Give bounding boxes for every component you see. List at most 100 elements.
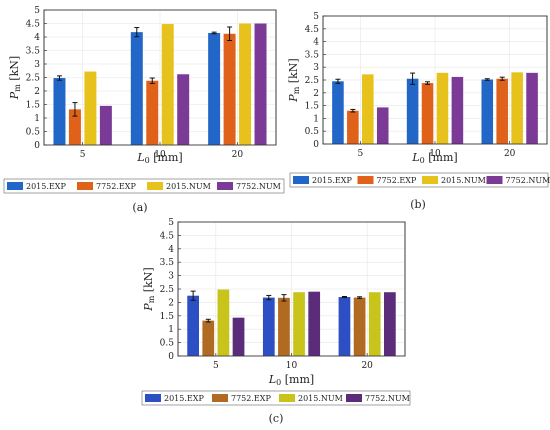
x-tick-label: 20 [504, 149, 516, 159]
legend-label: 2015.EXP [164, 394, 204, 403]
legend-swatch [145, 394, 161, 402]
bar-2015-exp [332, 81, 344, 144]
y-tick-label: 5 [34, 6, 40, 16]
x-axis-label: L0 [mm] [411, 151, 457, 165]
panel-b-chart: 0 0.5 1 1.5 2 2.5 3 3.5 4 4.5 5 5 10 20 Pm [kN] L0 [mm]… [287, 12, 550, 211]
legend-swatch [217, 182, 233, 190]
legend-label: 2015.NUM [298, 394, 343, 403]
y-tick-label: 3 [34, 60, 40, 70]
bar-7752-exp [278, 297, 290, 356]
legend-label: 7752.EXP [96, 182, 136, 191]
bar-7752-num [451, 76, 464, 144]
y-tick-label: 0 [168, 352, 174, 362]
bar-7752-exp [353, 297, 366, 356]
bar-7752-num [308, 291, 321, 356]
bar-2015-exp [53, 78, 66, 145]
y-tick-label: 4.5 [26, 20, 41, 30]
y-axis-label: Pm [kN] [142, 267, 156, 311]
bar-2015-exp [262, 297, 275, 356]
panel-caption: (c) [269, 412, 284, 425]
y-tick-label: 5 [313, 12, 319, 22]
bar-7752-num [232, 317, 245, 356]
legend-label: 7752.EXP [231, 394, 271, 403]
bar-2015-num [293, 292, 305, 356]
x-tick-label: 20 [361, 361, 373, 371]
bar-2015-num [368, 292, 381, 356]
y-tick-label: 4.5 [160, 231, 175, 241]
bar-2015-exp [338, 297, 351, 356]
y-axis-label: Pm [kN] [287, 58, 301, 102]
y-tick-label: 2.5 [305, 76, 320, 86]
bar-2015-num [217, 289, 230, 356]
bar-2015-num [362, 74, 374, 144]
y-tick-label: 2.5 [160, 285, 175, 295]
axes-frame [43, 9, 277, 146]
y-tick-label: 4 [34, 33, 40, 43]
bar-2015-exp [481, 79, 494, 144]
x-tick-label: 5 [213, 361, 219, 371]
bar-7752-num [376, 107, 389, 144]
x-tick-label: 5 [357, 149, 363, 159]
bar-2015-num [161, 24, 174, 145]
y-tick-label: 3.5 [305, 50, 320, 60]
bar-7752-exp [347, 110, 359, 144]
legend-swatch [346, 394, 362, 402]
y-tick-label: 0.5 [26, 128, 41, 138]
y-tick-label: 0 [34, 141, 40, 151]
y-tick-label: 1 [34, 114, 40, 124]
x-tick-label: 5 [80, 150, 86, 160]
legend-label: 2015.NUM [166, 182, 211, 191]
bar-7752-exp [68, 109, 81, 145]
bar-7752-num [526, 72, 538, 144]
y-tick-label: 3.5 [160, 258, 175, 268]
legend-label: 7752.NUM [506, 176, 550, 185]
bar-2015-num [436, 72, 449, 144]
y-axis-label: Pm [kN] [8, 56, 22, 100]
x-axis-label: L0 [mm] [268, 373, 314, 387]
y-tick-label: 2 [313, 89, 319, 99]
panel-caption: (b) [410, 198, 426, 211]
bar-7752-exp [223, 33, 236, 146]
bar-2015-exp [187, 295, 199, 356]
legend-label: 2015.EXP [312, 176, 352, 185]
x-tick-label: 10 [286, 361, 298, 371]
bar-7752-exp [202, 320, 215, 356]
y-tick-label: 4 [313, 38, 319, 48]
y-tick-label: 2.5 [26, 74, 41, 84]
bar-7752-exp [496, 78, 508, 144]
legend-swatch [7, 182, 23, 190]
y-tick-label: 0.5 [305, 127, 320, 137]
y-tick-label: 4.5 [305, 25, 320, 35]
x-axis-label: L0 [mm] [136, 151, 182, 165]
legend-box [141, 390, 411, 406]
legend-swatch [212, 394, 228, 402]
legend-label: 2015.NUM [441, 176, 486, 185]
panel-caption: (a) [132, 201, 147, 214]
legend-swatch [147, 182, 163, 190]
y-tick-label: 2 [168, 298, 174, 308]
legend-label: 2015.EXP [26, 182, 66, 191]
bar-2015-num [84, 71, 97, 145]
legend-label: 7752.NUM [365, 394, 410, 403]
legend-swatch [357, 176, 374, 184]
y-tick-label: 1.5 [160, 312, 175, 322]
legend-box [289, 172, 549, 188]
legend-swatch [77, 182, 93, 190]
y-tick-label: 3.5 [26, 47, 41, 57]
bar-2015-exp [406, 78, 419, 144]
panel-a-chart: 0 0.5 1 1.5 2 2.5 3 3.5 4 4.5 5 5 10 20 Pm [kN] L0 [mm]… [3, 6, 285, 214]
panel-c-chart: 0 0.5 1 1.5 2 2.5 3 3.5 4 4.5 5 5 10 20 Pm [kN] L0 [mm]… [141, 218, 411, 425]
legend-swatch [486, 176, 503, 184]
bar-7752-num [177, 74, 190, 145]
y-tick-label: 1.5 [305, 102, 320, 112]
legend-label: 7752.EXP [377, 176, 417, 185]
y-tick-label: 5 [168, 218, 174, 228]
bar-2015-exp [208, 32, 221, 146]
legend-label: 7752.NUM [236, 182, 281, 191]
bar-7752-exp [421, 83, 434, 144]
x-tick-label: 20 [232, 150, 244, 160]
axes-frame [177, 221, 406, 357]
y-tick-label: 1 [168, 325, 174, 335]
legend-swatch [422, 176, 438, 184]
